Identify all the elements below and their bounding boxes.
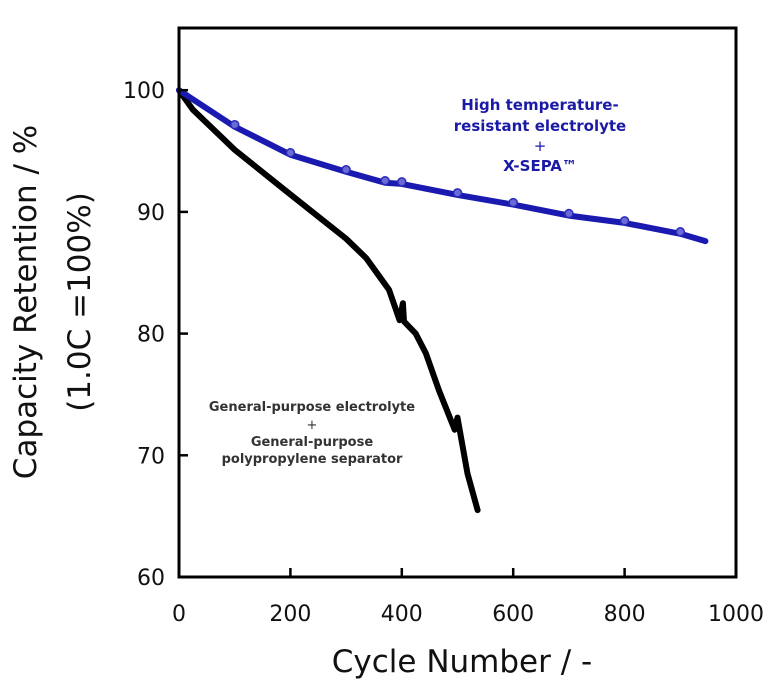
annotation-black-plus: +: [307, 418, 318, 433]
data-point-marker: [229, 119, 240, 130]
annotation-blue-line3: X-SEPA™: [503, 157, 577, 175]
annotation-black-series: General-purpose electrolyte + General-pu…: [209, 400, 415, 467]
data-point-marker: [341, 164, 351, 175]
annotation-black-line3: polypropylene separator: [222, 452, 403, 467]
x-tick-label: 0: [172, 602, 186, 627]
data-point-marker: [508, 197, 518, 208]
series-line-x-sepa: [176, 87, 709, 245]
data-point-marker: [380, 175, 390, 186]
data-point-marker: [619, 216, 630, 226]
x-tick-label: 1000: [708, 602, 764, 627]
x-tick-label: 600: [492, 602, 534, 627]
y-axis-label-line2: (1.0C =100%): [62, 192, 98, 412]
annotation-black-line2: General-purpose: [251, 435, 374, 450]
data-point-marker: [675, 227, 686, 237]
annotation-blue-plus: +: [534, 137, 547, 155]
x-tick-label: 200: [269, 602, 311, 627]
axis-ticks: 0 200 400 600 800 1000 60 70 80 90 100: [123, 79, 764, 627]
plot-frame: [177, 26, 738, 579]
data-point-marker: [564, 208, 574, 219]
x-tick-label: 400: [381, 602, 423, 627]
y-tick-label: 100: [123, 79, 165, 104]
data-point-marker: [397, 177, 407, 187]
data-point-marker: [285, 147, 296, 158]
y-tick-label: 70: [137, 444, 165, 469]
annotation-blue-line1: High temperature-: [461, 96, 618, 114]
y-tick-label: 60: [137, 566, 165, 591]
annotation-blue-line2: resistant electrolyte: [454, 117, 626, 135]
x-axis-label: Cycle Number / -: [332, 644, 592, 680]
series-line-general-purpose: [176, 87, 481, 514]
y-tick-label: 90: [137, 201, 165, 226]
data-point-marker: [452, 188, 463, 198]
x-tick-label: 800: [604, 602, 646, 627]
y-tick-label: 80: [137, 323, 165, 348]
plot-marks: [176, 87, 709, 514]
annotation-black-line1: General-purpose electrolyte: [209, 400, 415, 415]
annotation-blue-series: High temperature- resistant electrolyte …: [454, 96, 626, 175]
y-axis-label-line1: Capacity Retention / %: [8, 125, 44, 479]
